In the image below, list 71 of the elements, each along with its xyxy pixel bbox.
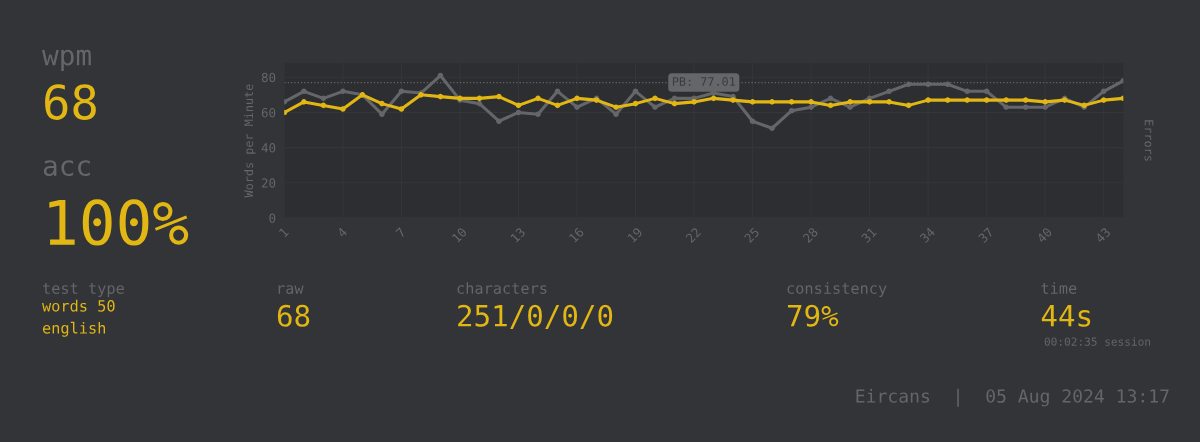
point [983, 97, 990, 103]
point [379, 111, 385, 117]
point [1022, 97, 1029, 103]
point [476, 100, 483, 107]
text: 44s [1041, 305, 1091, 327]
point [671, 95, 678, 102]
point [769, 125, 775, 132]
point [496, 118, 502, 124]
point [535, 111, 541, 117]
point [340, 106, 346, 112]
point [574, 95, 580, 102]
point [886, 99, 892, 105]
point [866, 99, 873, 105]
point [1003, 104, 1009, 110]
point [691, 99, 697, 105]
point [905, 102, 912, 109]
point [613, 104, 619, 110]
point [632, 100, 639, 107]
point [925, 97, 931, 103]
point [964, 97, 970, 103]
point [925, 81, 931, 88]
point [652, 104, 658, 110]
point [847, 104, 853, 110]
point [515, 109, 522, 116]
point [788, 99, 795, 105]
point [437, 93, 444, 100]
point [320, 95, 327, 102]
point [301, 99, 307, 105]
point [1100, 88, 1107, 95]
point [671, 100, 678, 107]
point [769, 99, 775, 105]
point [1003, 97, 1009, 103]
text: 68 [277, 304, 310, 327]
point [847, 99, 853, 105]
point [886, 88, 892, 95]
point [964, 88, 970, 95]
point [554, 102, 561, 109]
point [1042, 99, 1048, 105]
text: 251/0/0/0 [458, 304, 613, 330]
point [320, 102, 327, 109]
point [613, 111, 619, 117]
point [574, 104, 580, 110]
point [827, 102, 834, 109]
point [398, 106, 405, 112]
point [496, 93, 502, 100]
point [301, 88, 307, 95]
text: 100% [49, 199, 189, 246]
point [1042, 104, 1048, 110]
point [827, 95, 834, 102]
point [1022, 104, 1029, 110]
point [398, 88, 405, 95]
text: words 50 [42, 299, 115, 312]
point [476, 95, 483, 102]
point [730, 97, 736, 103]
point [749, 99, 756, 105]
point [652, 95, 658, 102]
point [340, 88, 346, 95]
point [944, 97, 951, 103]
point [710, 95, 717, 102]
point [1100, 97, 1107, 103]
text: english [42, 321, 106, 337]
point [535, 95, 541, 102]
point [379, 100, 385, 107]
text: 68 [45, 84, 96, 120]
point [515, 102, 522, 109]
point [983, 88, 990, 95]
point [788, 107, 795, 114]
point [808, 104, 814, 110]
text: 79% [787, 304, 839, 327]
point [808, 99, 814, 105]
point [749, 118, 756, 124]
